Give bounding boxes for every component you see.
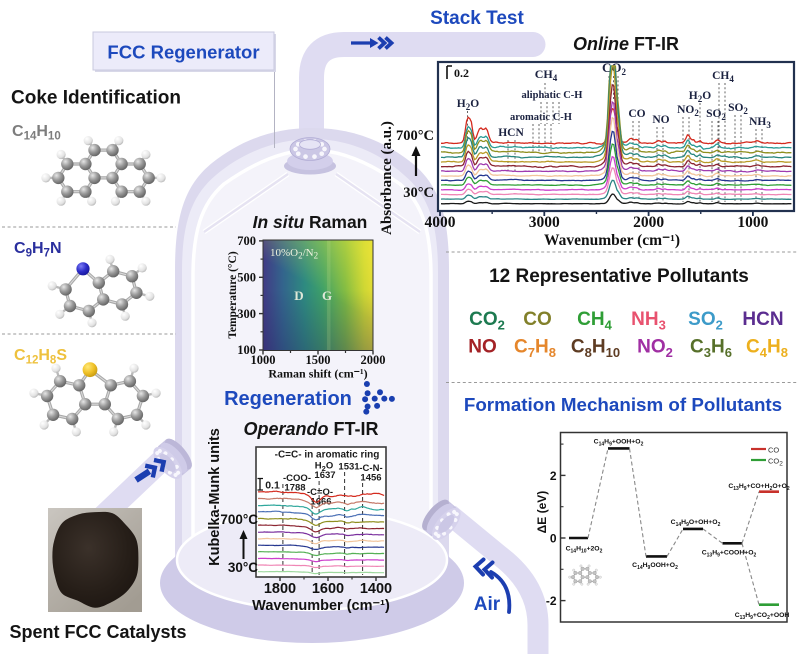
svg-text:Operando FT-IR: Operando FT-IR [243,419,378,439]
svg-text:H2O: H2O [315,461,333,474]
svg-text:C14​H9​O+OH+O2​: C14​H9​O+OH+O2​ [671,519,721,528]
svg-text:Regeneration: Regeneration [224,388,352,410]
svg-text:C9H7N: C9H7N [14,240,62,260]
svg-text:700: 700 [237,234,256,248]
svg-text:C13​H9​+COOH+O2​: C13​H9​+COOH+O2​ [702,550,757,559]
svg-text:-C=C- in aromatic ring: -C=C- in aromatic ring [275,450,380,461]
svg-text:Formation Mechanism of Polluta: Formation Mechanism of Pollutants [464,394,782,415]
svg-text:In situ Raman: In situ Raman [253,212,368,232]
svg-text:CH4​: CH4​ [577,309,612,333]
svg-text:Air: Air [474,594,501,615]
svg-text:300: 300 [237,307,256,321]
svg-text:2000: 2000 [633,214,664,231]
svg-text:NO2​: NO2​ [677,104,699,118]
svg-text:1000: 1000 [251,353,276,367]
svg-text:Temperature (°C): Temperature (°C) [227,251,239,338]
svg-text:H2​O: H2​O [457,98,479,112]
svg-text:CH4​: CH4​ [535,67,558,83]
svg-text:10%O2/N2: 10%O2/N2 [270,247,318,261]
svg-text:CH4​: CH4​ [712,70,734,84]
svg-text:C13​H9​+CO2​+OOH: C13​H9​+CO2​+OOH [735,612,790,621]
svg-text:NO: NO [468,337,497,358]
svg-text:1788: 1788 [284,483,305,494]
svg-text:C14​H10​+2O2​: C14​H10​+2O2​ [566,546,603,555]
svg-text:700°C: 700°C [220,512,258,527]
svg-text:C14​H9​OOH+O2​: C14​H9​OOH+O2​ [632,562,678,571]
svg-text:Spent FCC Catalysts: Spent FCC Catalysts [9,622,186,642]
svg-text:30°C: 30°C [403,185,434,201]
svg-text:1531: 1531 [338,462,360,473]
svg-text:2: 2 [550,469,557,483]
svg-text:NH3​: NH3​ [631,309,666,333]
svg-text:3000: 3000 [529,214,560,231]
svg-text:D: D [294,288,303,303]
svg-text:1637: 1637 [314,470,335,481]
svg-text:CO2​: CO2​ [469,309,505,333]
svg-text:C13​H9​+CO+H2​O+O2​: C13​H9​+CO+H2​O+O2​ [728,483,790,492]
svg-text:NO2​: NO2​ [637,337,673,361]
svg-text:700°C: 700°C [396,128,434,144]
svg-text:Online FT-IR: Online FT-IR [573,34,679,54]
svg-text:Absorbance (a.u.): Absorbance (a.u.) [379,121,395,235]
svg-text:-COO-: -COO- [283,473,311,484]
svg-text:-2: -2 [546,594,557,608]
svg-text:1800: 1800 [264,581,296,597]
svg-text:HCN: HCN [498,127,524,139]
svg-text:1456: 1456 [360,473,381,484]
svg-text:Wavenumber (cm⁻¹): Wavenumber (cm⁻¹) [252,598,390,614]
svg-text:CO: CO [628,108,645,120]
svg-text:NO: NO [652,114,669,126]
svg-text:CO: CO [523,309,552,330]
svg-text:4000: 4000 [425,214,456,231]
svg-text:aliphatic C-H: aliphatic C-H [522,90,583,101]
svg-text:1666: 1666 [310,497,331,508]
svg-text:30°C: 30°C [228,560,258,575]
svg-text:C3​H6​: C3​H6​ [690,337,732,361]
svg-text:Wavenumber (cm⁻¹): Wavenumber (cm⁻¹) [544,232,680,249]
svg-text:0: 0 [550,532,557,546]
svg-text:12 Representative Pollutants: 12 Representative Pollutants [489,266,749,287]
svg-text:NH3​: NH3​ [749,116,771,130]
svg-text:1000: 1000 [737,214,768,231]
svg-text:0.1: 0.1 [265,480,280,492]
svg-text:Stack Test: Stack Test [430,8,524,29]
svg-text:ΔE (eV): ΔE (eV) [535,491,549,534]
svg-text:Raman shift (cm⁻¹): Raman shift (cm⁻¹) [268,367,367,381]
svg-text:C14​H9​+OOH+O2​: C14​H9​+OOH+O2​ [594,439,644,448]
svg-text:SO2​: SO2​ [728,102,748,116]
svg-text:500: 500 [237,271,256,285]
svg-text:2000: 2000 [361,353,386,367]
svg-text:SO2​: SO2​ [706,108,726,122]
svg-text:C4​H8​: C4​H8​ [746,337,788,361]
svg-text:H2​O: H2​O [689,90,711,104]
svg-text:CO2: CO2 [768,457,783,468]
svg-text:-C=O-: -C=O- [307,487,333,498]
svg-text:0.2: 0.2 [454,66,469,80]
svg-text:C12H8S: C12H8S [14,347,67,367]
svg-text:aromatic C-H: aromatic C-H [510,112,572,123]
svg-text:1600: 1600 [312,581,344,597]
svg-text:Coke Identification: Coke Identification [11,88,181,109]
svg-text:1500: 1500 [306,353,331,367]
svg-text:FCC Regenerator: FCC Regenerator [107,42,259,63]
svg-text:CO: CO [768,446,779,455]
svg-text:Kubelka-Munk units: Kubelka-Munk units [207,428,223,566]
svg-text:-C-N-: -C-N- [359,463,382,474]
svg-text:HCN: HCN [742,309,783,330]
svg-text:C7​H8​: C7​H8​ [514,337,556,361]
svg-text:SO2​: SO2​ [688,309,723,333]
svg-text:1400: 1400 [360,581,392,597]
svg-text:G: G [322,288,332,303]
svg-text:100: 100 [237,343,256,357]
